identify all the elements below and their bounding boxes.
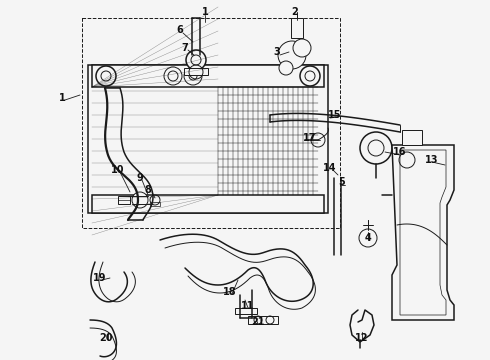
Text: 14: 14 [323, 163, 337, 173]
Bar [92, 195, 324, 213]
Text: 2: 2 [292, 7, 298, 17]
Bar [82, 18, 340, 228]
Bar [150, 202, 160, 206]
Text: 12: 12 [355, 333, 369, 343]
Circle shape [311, 133, 325, 147]
Text: 15: 15 [328, 110, 342, 120]
Text: 10: 10 [111, 165, 125, 175]
Text: 3: 3 [273, 47, 280, 57]
Text: 11: 11 [241, 301, 255, 311]
Circle shape [293, 39, 311, 57]
Text: 6: 6 [176, 25, 183, 35]
Text: 8: 8 [145, 185, 151, 195]
Circle shape [278, 41, 306, 69]
Text: 9: 9 [137, 173, 144, 183]
Text: 18: 18 [223, 287, 237, 297]
Bar [88, 65, 328, 213]
Polygon shape [184, 68, 208, 75]
Bar [92, 65, 324, 87]
Text: 13: 13 [425, 155, 439, 165]
Bar [235, 308, 257, 314]
Bar [402, 130, 422, 145]
Text: 1: 1 [201, 7, 208, 17]
Bar [248, 316, 278, 324]
Text: 7: 7 [182, 43, 188, 53]
Circle shape [359, 229, 377, 247]
Circle shape [279, 61, 293, 75]
Text: 17: 17 [303, 133, 317, 143]
Text: 4: 4 [365, 233, 371, 243]
Text: 21: 21 [251, 317, 265, 327]
Polygon shape [392, 145, 454, 320]
Text: 16: 16 [393, 147, 407, 157]
Circle shape [132, 192, 148, 208]
Bar [118, 196, 130, 204]
Bar [291, 18, 303, 38]
Text: 19: 19 [93, 273, 107, 283]
Text: 5: 5 [339, 177, 345, 187]
Text: 1: 1 [59, 93, 65, 103]
Circle shape [360, 132, 392, 164]
Text: 20: 20 [99, 333, 113, 343]
Circle shape [186, 50, 206, 70]
